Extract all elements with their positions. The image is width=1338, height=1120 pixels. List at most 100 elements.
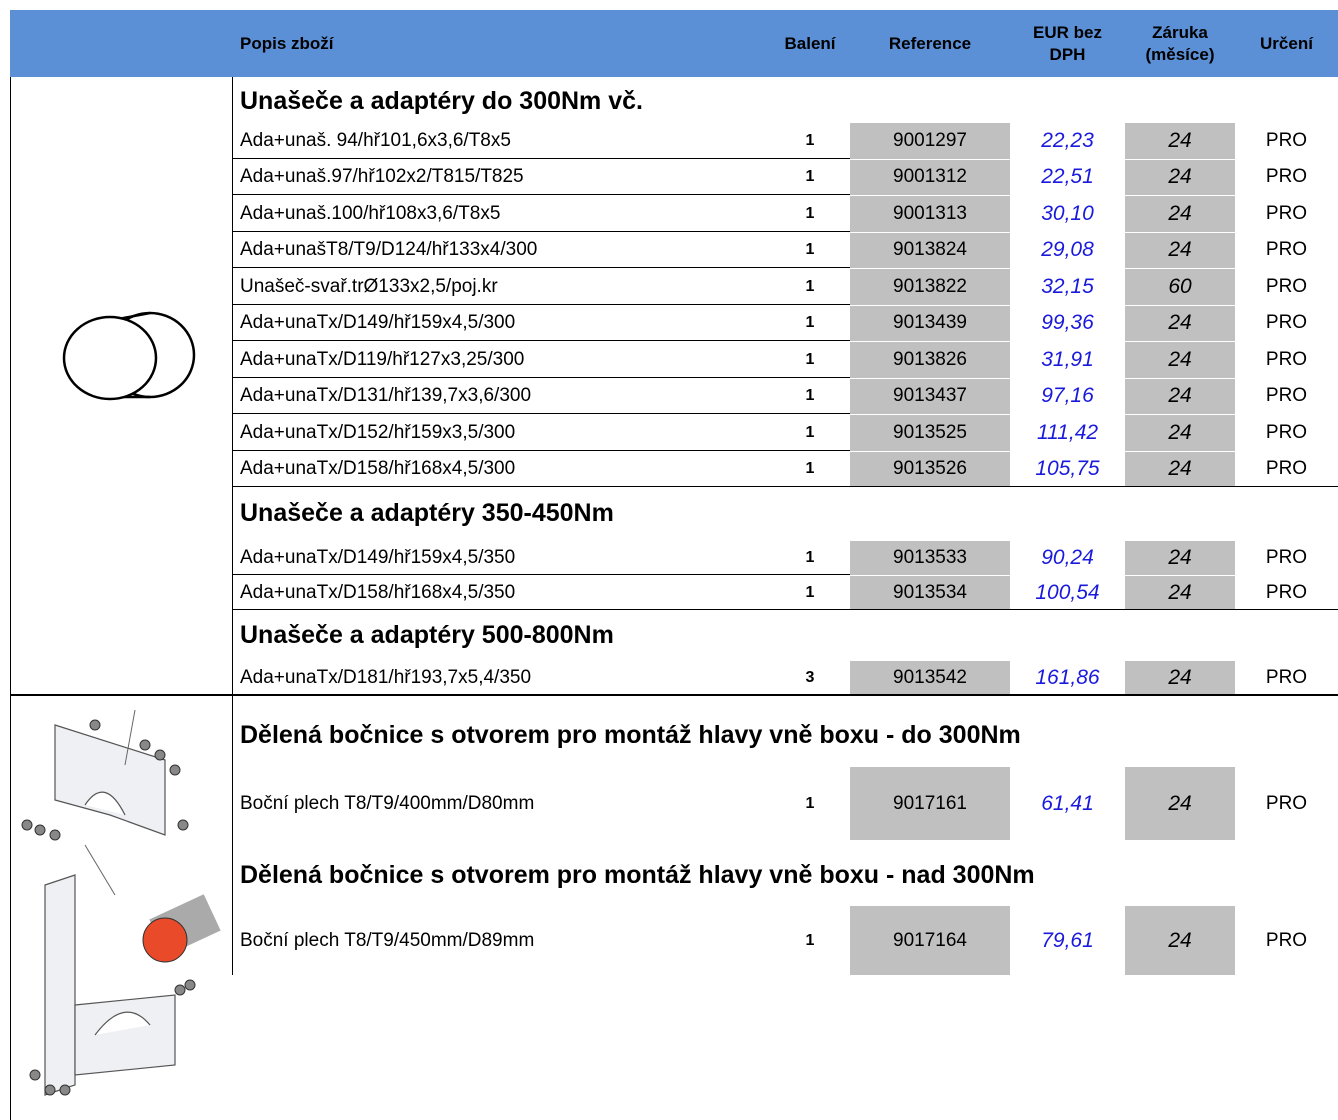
warranty: 24: [1125, 576, 1235, 610]
column-header: EUR bez DPH: [1033, 22, 1102, 64]
warranty: 24: [1125, 378, 1235, 414]
pack: 1: [805, 931, 815, 949]
pack: 1: [805, 131, 815, 149]
reference: 9001313: [850, 196, 1010, 232]
description: Ada+unaTx/D149/hř159x4,5/300: [240, 312, 516, 334]
pipe-illustration: [62, 311, 196, 401]
reference: 9013542: [850, 661, 1010, 695]
row-line: [233, 449, 850, 451]
section-title: Unašeče a adaptéry do 300Nm vč.: [240, 86, 643, 115]
reference: 9013534: [850, 576, 1010, 610]
reference: 9013824: [850, 232, 1010, 268]
warranty: 24: [1125, 541, 1235, 575]
warranty: 24: [1125, 123, 1235, 159]
section-title: Unašeče a adaptéry 350-450Nm: [240, 499, 614, 527]
pack: 1: [805, 794, 815, 812]
reference: 9013533: [850, 541, 1010, 575]
description: Ada+unaš.97/hř102x2/T815/T825: [240, 166, 524, 188]
reference: 9013826: [850, 342, 1010, 378]
price: 105,75: [1035, 457, 1100, 481]
usage: PRO: [1265, 792, 1308, 814]
pack: 1: [805, 460, 815, 478]
reference: 9013822: [850, 269, 1010, 305]
bracket-illustration: [21, 709, 221, 1096]
price: 32,15: [1041, 274, 1094, 298]
price: 90,24: [1041, 546, 1094, 569]
usage: PRO: [1265, 275, 1308, 297]
column-header: Záruka (měsíce): [1145, 22, 1215, 64]
row-line: [233, 303, 850, 305]
pack: 1: [805, 168, 815, 186]
reference: 9017161: [850, 767, 1010, 840]
price: 30,10: [1041, 201, 1094, 225]
pack: 1: [805, 277, 815, 295]
row-line: [233, 413, 850, 414]
warranty: 24: [1125, 415, 1235, 451]
group-separator: [10, 694, 1338, 696]
row-line: [233, 609, 1338, 610]
price: 61,41: [1041, 791, 1094, 815]
description: Ada+unaTx/D119/hř127x3,25/300: [240, 348, 525, 370]
warranty: 24: [1125, 232, 1235, 268]
usage: PRO: [1265, 929, 1308, 951]
reference: 9013525: [850, 415, 1010, 451]
description: Boční plech T8/T9/400mm/D80mm: [240, 792, 535, 814]
pack: 3: [805, 669, 815, 686]
usage: PRO: [1265, 348, 1308, 370]
usage: PRO: [1265, 582, 1308, 603]
header-bar: [10, 10, 1338, 77]
usage: PRO: [1265, 239, 1308, 261]
price: 161,86: [1035, 666, 1100, 689]
usage: PRO: [1265, 312, 1308, 334]
section-title: Unašeče a adaptéry 500-800Nm: [240, 620, 614, 649]
column-border: [232, 77, 233, 975]
usage: PRO: [1265, 202, 1308, 224]
row-line: [233, 230, 850, 232]
description: Ada+unaTx/D158/hř168x4,5/300: [240, 458, 516, 480]
row-line: [233, 267, 850, 268]
description: Ada+unašT8/T9/D124/hř133x4/300: [240, 239, 538, 261]
usage: PRO: [1265, 421, 1308, 443]
row-line: [233, 340, 850, 341]
warranty: 24: [1125, 767, 1235, 840]
warranty: 60: [1125, 269, 1235, 305]
description: Ada+unaTx/D131/hř139,7x3,6/300: [240, 385, 532, 407]
price: 22,51: [1041, 165, 1094, 189]
description: Boční plech T8/T9/450mm/D89mm: [240, 929, 535, 951]
usage: PRO: [1265, 166, 1308, 188]
usage: PRO: [1265, 129, 1308, 151]
pack: 1: [805, 241, 815, 259]
price: 31,91: [1041, 347, 1094, 371]
row-line: [233, 574, 850, 575]
row-line: [233, 157, 850, 159]
description: Ada+unaTx/D181/hř193,7x5,4/350: [240, 667, 532, 688]
price: 22,23: [1041, 128, 1094, 152]
section-title: Dělená bočnice s otvorem pro montáž hlav…: [240, 860, 1035, 889]
reference: 9001312: [850, 159, 1010, 195]
pack: 1: [805, 549, 815, 566]
usage: PRO: [1265, 458, 1308, 480]
reference: 9017164: [850, 906, 1010, 975]
row-line: [233, 486, 1338, 487]
description: Ada+unaTx/D152/hř159x3,5/300: [240, 421, 516, 443]
warranty: 24: [1125, 305, 1235, 341]
warranty: 24: [1125, 451, 1235, 487]
warranty: 24: [1125, 196, 1235, 232]
column-header: Popis zboží: [240, 33, 334, 53]
pack: 1: [805, 584, 815, 601]
left-border: [10, 77, 11, 1120]
reference: 9013437: [850, 378, 1010, 414]
description: Ada+unaš.100/hř108x3,6/T8x5: [240, 202, 501, 224]
pack: 1: [805, 423, 815, 441]
usage: PRO: [1265, 667, 1308, 688]
price: 97,16: [1041, 384, 1094, 408]
description: Unašeč-svař.trØ133x2,5/poj.kr: [240, 275, 498, 297]
description: Ada+unaTx/D158/hř168x4,5/350: [240, 582, 516, 603]
pack: 1: [805, 387, 815, 405]
pack: 1: [805, 204, 815, 222]
reference: 9001297: [850, 123, 1010, 159]
row-line: [233, 194, 850, 195]
pack: 1: [805, 314, 815, 332]
reference: 9013439: [850, 305, 1010, 341]
